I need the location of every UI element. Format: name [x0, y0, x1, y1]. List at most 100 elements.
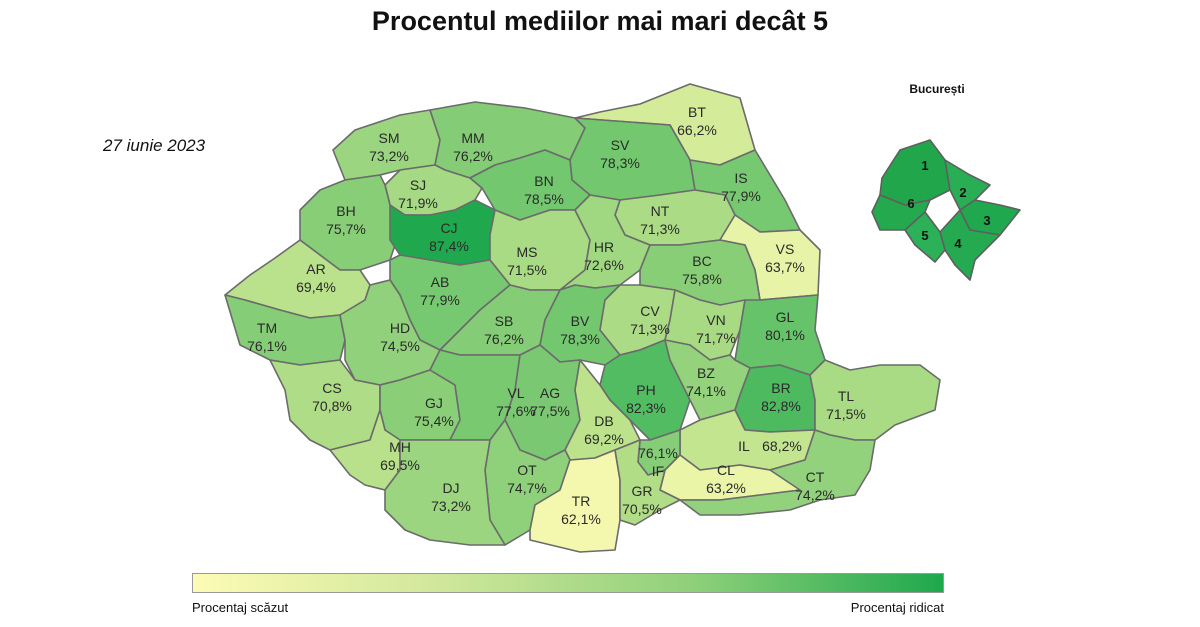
county-value-bh: 75,7%: [326, 221, 366, 237]
county-value-gl: 80,1%: [765, 327, 805, 343]
county-label-mm: MM: [461, 130, 484, 146]
county-ct: [679, 429, 876, 516]
county-value-ar: 69,4%: [296, 279, 336, 295]
county-label-tr: TR: [572, 493, 591, 509]
bucharest-sector-label-5: 5: [921, 228, 928, 243]
county-value-tr: 62,1%: [561, 511, 601, 527]
county-value-bt: 66,2%: [677, 122, 717, 138]
county-value-br: 82,8%: [761, 398, 801, 414]
county-label-br: BR: [771, 380, 790, 396]
county-value-ct: 74,2%: [795, 487, 835, 503]
county-value-tm: 76,1%: [247, 338, 287, 354]
county-value-bz: 74,1%: [686, 383, 726, 399]
county-value-sb: 76,2%: [484, 331, 524, 347]
legend-high-label: Procentaj ridicat: [850, 600, 944, 615]
county-label-tl: TL: [838, 388, 855, 404]
bucharest-sectors: 1 2 3 4 5 6: [871, 139, 1021, 281]
county-value-vl: 77,6%: [496, 403, 536, 419]
county-label-bn: BN: [534, 173, 553, 189]
county-gr: [614, 439, 681, 526]
county-value-ag: 77,5%: [530, 403, 570, 419]
county-value-il: 68,2%: [762, 438, 802, 454]
county-label-bc: BC: [692, 253, 711, 269]
date-label: 27 iunie 2023: [103, 136, 206, 155]
county-label-db: DB: [594, 413, 613, 429]
county-label-bv: BV: [571, 313, 590, 329]
county-label-ab: AB: [431, 274, 450, 290]
bucharest-sector-label-3: 3: [983, 213, 990, 228]
county-label-ct: CT: [806, 469, 825, 485]
county-dj: [384, 439, 506, 546]
county-value-nt: 71,3%: [640, 221, 680, 237]
county-value-mm: 76,2%: [453, 148, 493, 164]
county-value-cj: 87,4%: [429, 238, 469, 254]
county-bh: [299, 174, 401, 271]
bucharest-sector-label-4: 4: [954, 236, 962, 251]
county-label-cs: CS: [322, 380, 341, 396]
county-label-sb: SB: [495, 313, 514, 329]
bucharest-sector-1: [879, 139, 951, 206]
county-label-hd: HD: [390, 320, 410, 336]
county-label-sj: SJ: [410, 177, 426, 193]
county-tr: [529, 449, 621, 553]
bucharest-title: București: [909, 82, 964, 96]
county-value-bc: 75,8%: [682, 271, 722, 287]
county-label-tm: TM: [257, 320, 277, 336]
county-value-gr: 70,5%: [622, 501, 662, 517]
bucharest-sector-label-1: 1: [921, 158, 928, 173]
county-label-mh: MH: [389, 439, 411, 455]
bucharest-sector-4: [939, 209, 1001, 281]
county-value-if: 76,1%: [638, 445, 678, 461]
county-value-db: 69,2%: [584, 431, 624, 447]
bucharest-sector-label-2: 2: [959, 185, 966, 200]
county-value-mh: 69,5%: [380, 457, 420, 473]
county-label-cj: CJ: [440, 220, 457, 236]
county-value-ot: 74,7%: [507, 480, 547, 496]
county-label-bz: BZ: [697, 365, 715, 381]
county-value-gj: 75,4%: [414, 413, 454, 429]
bucharest-inset: București 1 2 3 4 5 6: [871, 82, 1021, 281]
counties-layer: [224, 83, 941, 553]
county-value-sv: 78,3%: [600, 155, 640, 171]
county-label-vs: VS: [776, 241, 795, 257]
county-value-is: 77,9%: [721, 188, 761, 204]
county-label-ag: AG: [540, 385, 560, 401]
legend-low-label: Procentaj scăzut: [192, 600, 289, 615]
county-label-nt: NT: [651, 203, 670, 219]
county-value-sj: 71,9%: [398, 195, 438, 211]
bucharest-sector-label-6: 6: [907, 196, 914, 211]
county-label-vl: VL: [507, 385, 524, 401]
county-value-bv: 78,3%: [560, 331, 600, 347]
county-label-if: IF: [652, 463, 664, 479]
county-label-sm: SM: [379, 130, 400, 146]
county-value-tl: 71,5%: [826, 406, 866, 422]
county-value-bn: 78,5%: [524, 191, 564, 207]
county-tl: [809, 359, 941, 441]
county-label-hr: HR: [594, 239, 614, 255]
county-value-cv: 71,3%: [630, 321, 670, 337]
county-label-ph: PH: [636, 382, 655, 398]
bucharest-sector-6: [871, 194, 931, 231]
county-label-bh: BH: [336, 203, 355, 219]
map-title: Procentul mediilor mai mari decât 5: [371, 6, 829, 36]
county-label-cv: CV: [640, 303, 660, 319]
county-value-hd: 74,5%: [380, 338, 420, 354]
county-label-ot: OT: [517, 462, 537, 478]
county-label-ar: AR: [306, 261, 325, 277]
county-label-gr: GR: [632, 483, 653, 499]
county-label-ms: MS: [517, 244, 538, 260]
county-label-gj: GJ: [425, 395, 443, 411]
county-label-gl: GL: [776, 309, 795, 325]
county-label-bt: BT: [688, 104, 706, 120]
legend-gradient-bar: [192, 573, 944, 593]
county-label-dj: DJ: [442, 480, 459, 496]
labels-layer: SM 73,2% MM 76,2% BT 66,2% SV 78,3% SJ 71,9% BN 78,…: [247, 104, 866, 527]
county-value-vs: 63,7%: [765, 259, 805, 275]
county-label-il: IL: [738, 438, 750, 454]
county-value-hr: 72,6%: [584, 257, 624, 273]
county-label-cl: CL: [717, 462, 735, 478]
county-value-vn: 71,7%: [696, 330, 736, 346]
county-label-sv: SV: [611, 137, 630, 153]
county-value-cl: 63,2%: [706, 480, 746, 496]
